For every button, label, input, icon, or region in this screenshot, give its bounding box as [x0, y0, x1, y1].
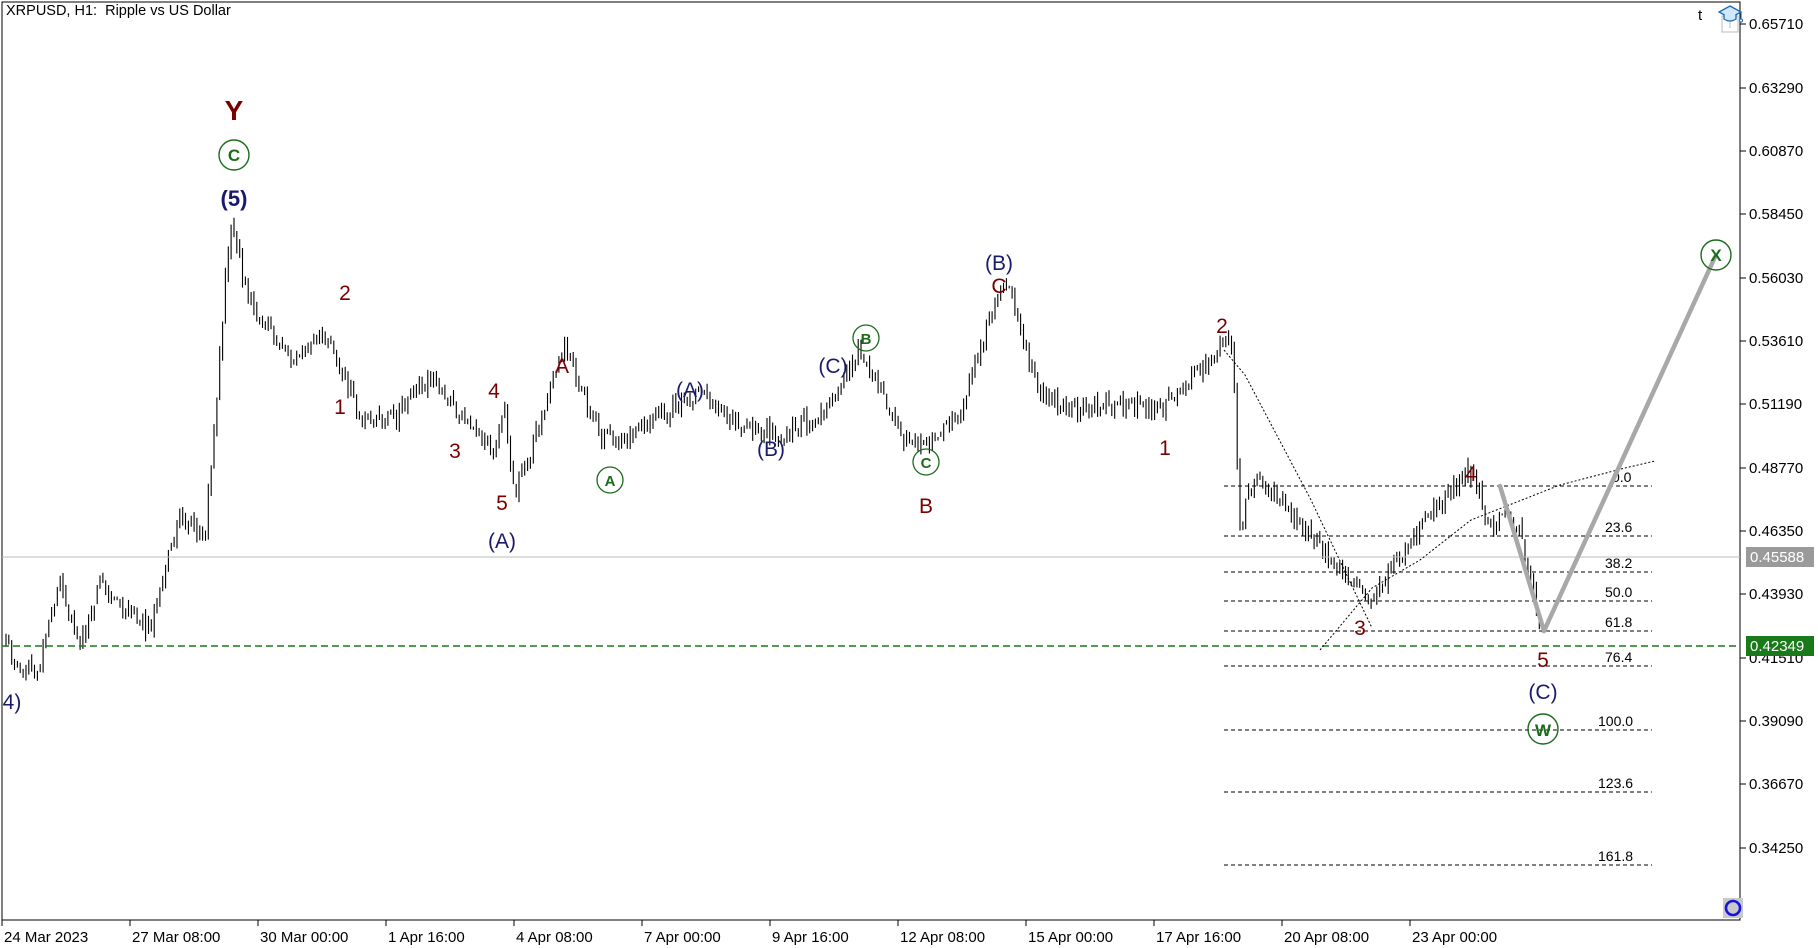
svg-text:17 Apr 16:00: 17 Apr 16:00	[1156, 929, 1241, 946]
svg-text:100.0: 100.0	[1598, 713, 1633, 729]
svg-text:3: 3	[449, 440, 461, 463]
svg-text:0.51190: 0.51190	[1749, 396, 1802, 413]
svg-text:3: 3	[1354, 617, 1366, 640]
svg-text:0.42349: 0.42349	[1750, 638, 1804, 655]
svg-text:A: A	[605, 473, 616, 490]
svg-text:4 Apr 08:00: 4 Apr 08:00	[516, 929, 593, 946]
svg-text:0.43930: 0.43930	[1749, 586, 1803, 603]
svg-text:50.0: 50.0	[1605, 584, 1632, 600]
svg-text:Y: Y	[225, 95, 244, 126]
svg-text:(A): (A)	[488, 530, 516, 553]
svg-text:W: W	[1535, 721, 1552, 740]
svg-text:30 Mar 00:00: 30 Mar 00:00	[260, 929, 348, 946]
svg-text:12 Apr 08:00: 12 Apr 08:00	[900, 929, 985, 946]
svg-text:(A): (A)	[676, 379, 704, 402]
svg-text:20 Apr 08:00: 20 Apr 08:00	[1284, 929, 1369, 946]
svg-text:0.45588: 0.45588	[1750, 549, 1804, 566]
svg-text:27 Mar 08:00: 27 Mar 08:00	[132, 929, 220, 946]
svg-text:7 Apr 00:00: 7 Apr 00:00	[644, 929, 721, 946]
svg-text:XRPUSD, H1: Ripple vs US Doll: XRPUSD, H1: Ripple vs US Dollar	[6, 3, 231, 19]
svg-text:(5): (5)	[221, 186, 248, 211]
svg-text:15 Apr 00:00: 15 Apr 00:00	[1028, 929, 1113, 946]
svg-text:123.6: 123.6	[1598, 775, 1633, 791]
svg-text:76.4: 76.4	[1605, 649, 1632, 665]
svg-text:(C): (C)	[1528, 681, 1557, 704]
svg-text:161.8: 161.8	[1598, 848, 1633, 864]
svg-text:0.65710: 0.65710	[1749, 16, 1803, 33]
svg-text:C: C	[921, 455, 932, 472]
svg-text:24 Mar 2023: 24 Mar 2023	[4, 929, 88, 946]
svg-text:0.48770: 0.48770	[1749, 460, 1803, 477]
svg-text:0.60870: 0.60870	[1749, 143, 1803, 160]
svg-text:0.53610: 0.53610	[1749, 333, 1803, 350]
svg-text:23.6: 23.6	[1605, 519, 1632, 535]
svg-text:4): 4)	[3, 691, 22, 714]
svg-text:5: 5	[1537, 649, 1549, 672]
svg-text:5: 5	[496, 492, 508, 515]
svg-text:X: X	[1710, 246, 1722, 265]
svg-text:0.34250: 0.34250	[1749, 840, 1803, 857]
svg-text:1: 1	[1159, 437, 1171, 460]
svg-text:B: B	[861, 331, 872, 348]
svg-text:0.63290: 0.63290	[1749, 80, 1803, 97]
svg-text:38.2: 38.2	[1605, 555, 1632, 571]
svg-text:61.8: 61.8	[1605, 614, 1632, 630]
svg-text:1: 1	[334, 396, 346, 419]
svg-text:(B): (B)	[985, 252, 1013, 275]
svg-text:B: B	[919, 495, 933, 518]
svg-text:9 Apr 16:00: 9 Apr 16:00	[772, 929, 849, 946]
svg-text:23 Apr 00:00: 23 Apr 00:00	[1412, 929, 1497, 946]
svg-text:0.56030: 0.56030	[1749, 270, 1803, 287]
svg-text:4: 4	[488, 380, 500, 403]
svg-text:(C): (C)	[818, 355, 847, 378]
svg-text:0.39090: 0.39090	[1749, 713, 1803, 730]
svg-text:0.58450: 0.58450	[1749, 206, 1803, 223]
svg-text:2: 2	[339, 282, 351, 305]
svg-text:4: 4	[1465, 463, 1477, 486]
svg-text:(B): (B)	[757, 438, 785, 461]
svg-text:1 Apr 16:00: 1 Apr 16:00	[388, 929, 465, 946]
svg-text:0.46350: 0.46350	[1749, 523, 1803, 540]
svg-text:0.36670: 0.36670	[1749, 776, 1803, 793]
svg-text:C: C	[228, 146, 240, 165]
svg-text:2: 2	[1216, 315, 1228, 338]
svg-text:C: C	[991, 275, 1006, 298]
svg-text:A: A	[555, 355, 569, 378]
